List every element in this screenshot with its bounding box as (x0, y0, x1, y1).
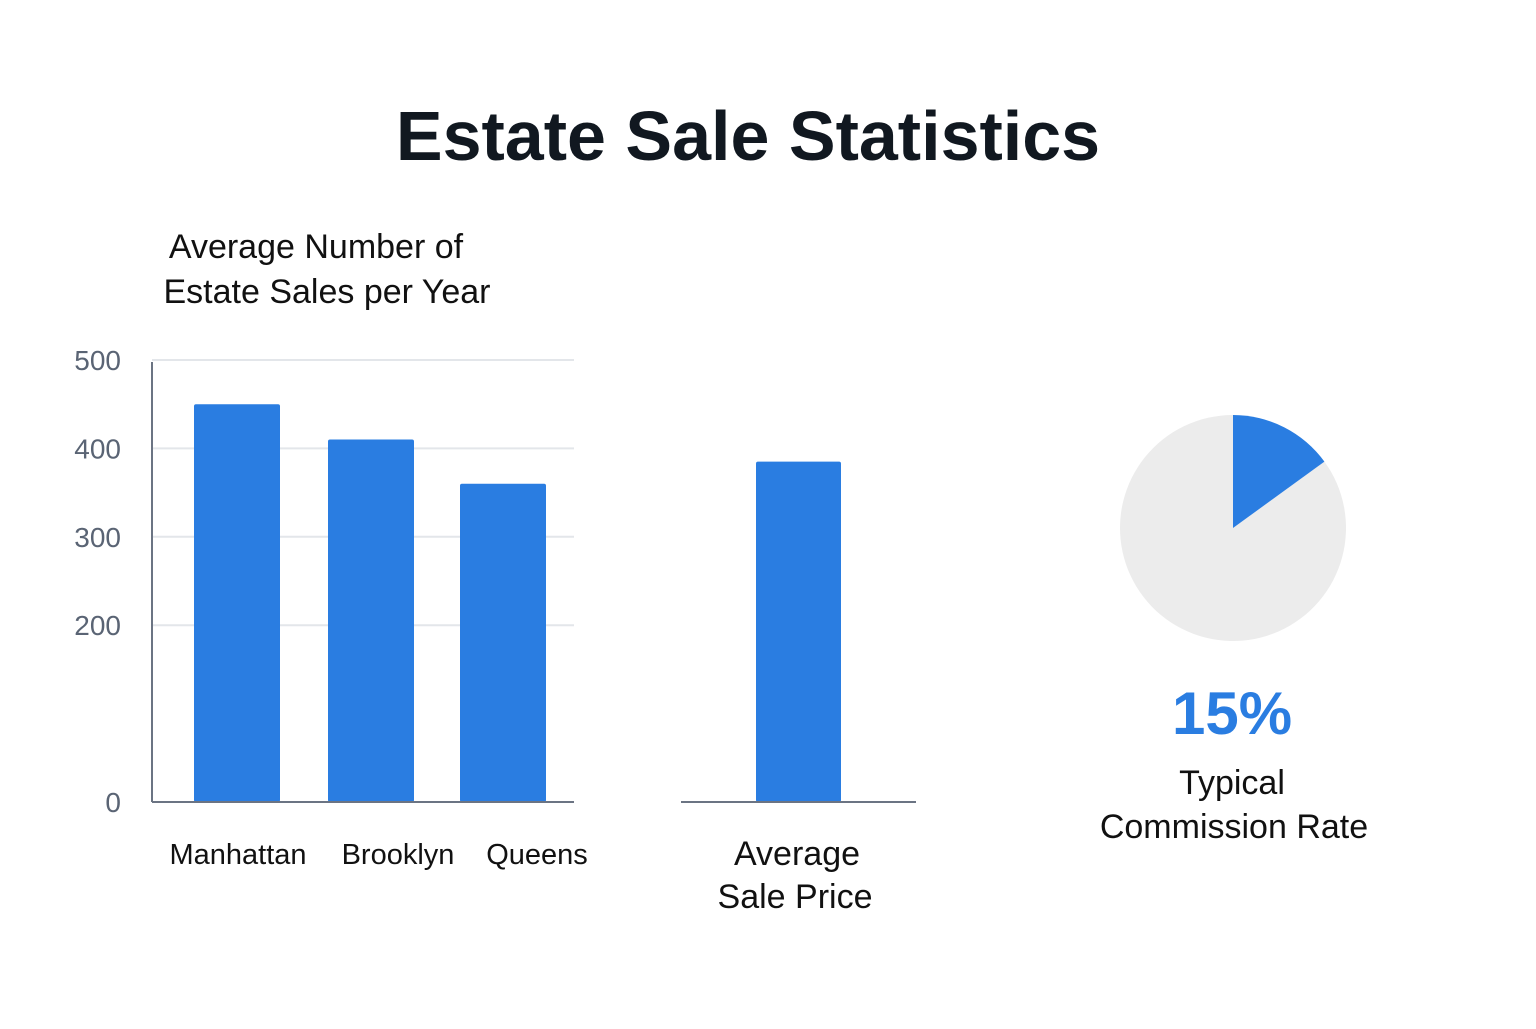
bar-brooklyn (328, 439, 414, 802)
bar-manhattan (194, 404, 280, 802)
commission-caption-line-2: Commission Rate (1100, 808, 1368, 846)
sale-price-bars (756, 461, 841, 802)
y-tick-label-500: 500 (74, 345, 121, 376)
bar-average-sale-price (756, 461, 841, 802)
sales-chart-y-tick-labels: 0 200 300 400 500 (74, 345, 121, 818)
sale-price-label-line-1: Average (734, 835, 860, 873)
sales-chart-title-line-1: Average Number of (169, 228, 464, 266)
category-label-brooklyn: Brooklyn (342, 839, 455, 871)
y-tick-label-200: 200 (74, 610, 121, 641)
commission-caption-line-1: Typical (1179, 764, 1285, 802)
commission-pie (1120, 415, 1346, 641)
commission-rate-chart: 15% Typical Commission Rate (1100, 415, 1368, 846)
average-sale-price-chart: Average Sale Price (681, 461, 916, 916)
y-tick-label-400: 400 (74, 433, 121, 464)
commission-percent-label: 15% (1172, 680, 1292, 747)
sale-price-label-line-2: Sale Price (718, 878, 873, 916)
sales-per-year-chart: Average Number of Estate Sales per Year … (74, 228, 588, 871)
category-label-manhattan: Manhattan (169, 839, 306, 871)
category-label-queens: Queens (486, 839, 588, 871)
y-tick-label-300: 300 (74, 522, 121, 553)
sales-chart-bars (194, 404, 546, 802)
page-title: Estate Sale Statistics (396, 97, 1100, 175)
sales-chart-title-line-2: Estate Sales per Year (163, 273, 490, 311)
sales-chart-category-labels: Manhattan Brooklyn Queens (169, 839, 587, 871)
bar-queens (460, 483, 546, 802)
y-tick-label-0: 0 (105, 787, 121, 818)
pie-slice-commission (1233, 415, 1325, 528)
